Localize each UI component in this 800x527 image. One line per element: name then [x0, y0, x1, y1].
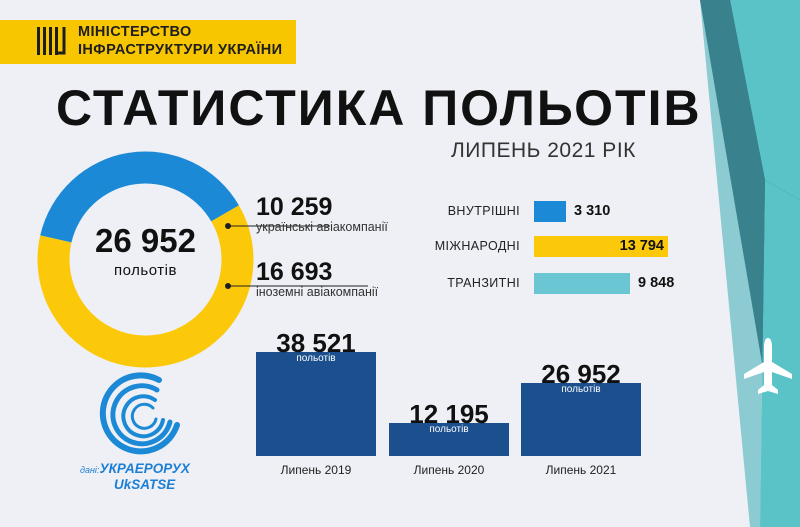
year-unit-2020: польотів	[429, 424, 469, 435]
ukraerorukh-swirl-logo	[99, 372, 180, 455]
year-label-2021: Липень 2021	[545, 463, 617, 477]
donut-total-unit: польотів	[114, 262, 177, 279]
year-bar-2020	[389, 423, 509, 456]
type-value-domestic: 3 310	[574, 203, 611, 219]
type-bar-transit	[534, 273, 630, 294]
donut-segment-foreign	[37, 205, 254, 368]
type-label-transit: ТРАНЗИТНІ	[447, 276, 520, 290]
year-unit-2019: польотів	[296, 353, 336, 364]
foreign-airlines-label: іноземні авіакомпанії	[256, 285, 379, 299]
year-value-2021: 26 952	[541, 359, 621, 389]
ministry-name-line1: МІНІСТЕРСТВО	[78, 24, 192, 40]
year-bar-2019	[256, 352, 376, 456]
year-label-2019: Липень 2019	[280, 463, 352, 477]
source-name: УКРАЕРОРУХ	[99, 461, 190, 476]
year-bar-2021	[521, 383, 641, 456]
ukrainian-airlines-value: 10 259	[256, 193, 333, 221]
source-code: UkSATSE	[114, 477, 176, 492]
year-label-2020: Липень 2020	[413, 463, 485, 477]
page-title: СТАТИСТИКА ПОЛЬОТІВ	[56, 80, 702, 136]
donut-segment-ukrainian	[40, 151, 239, 243]
type-label-domestic: ВНУТРІШНІ	[447, 204, 520, 218]
year-value-2020: 12 195	[409, 399, 489, 429]
type-bar-international	[534, 236, 668, 257]
type-value-international: 13 794	[619, 238, 664, 254]
airline-donut-chart	[37, 151, 254, 368]
source-prefix: дані:	[80, 465, 100, 475]
donut-total-value: 26 952	[95, 222, 196, 259]
ministry-name-line2: ІНФРАСТРУКТУРИ УКРАЇНИ	[78, 42, 283, 58]
type-bar-domestic	[534, 201, 566, 222]
type-value-transit: 9 848	[638, 275, 675, 291]
type-label-international: МІЖНАРОДНІ	[434, 239, 520, 253]
foreign-airlines-value: 16 693	[256, 258, 333, 286]
right-decoration	[700, 0, 800, 527]
page-subtitle: ЛИПЕНЬ 2021 РІК	[451, 139, 636, 162]
year-unit-2021: польотів	[561, 384, 601, 395]
ministry-bars-icon	[37, 27, 66, 55]
airplane-icon	[744, 338, 792, 394]
year-value-2019: 38 521	[276, 328, 356, 358]
ukrainian-airlines-label: українські авіакомпанії	[256, 220, 388, 234]
source-label: дані:УКРАЕРОРУХ	[80, 461, 190, 476]
